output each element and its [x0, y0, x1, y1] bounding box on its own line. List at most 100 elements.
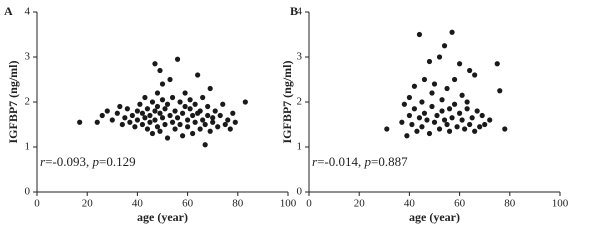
- x-tick-label: 40: [404, 198, 416, 210]
- x-axis-label: age (year): [409, 210, 460, 224]
- x-tick-label: 0: [34, 198, 40, 210]
- point: [217, 112, 223, 119]
- point: [207, 128, 213, 134]
- point: [122, 115, 128, 121]
- point: [157, 67, 163, 74]
- point: [119, 121, 125, 128]
- point: [419, 99, 425, 105]
- point: [441, 117, 448, 123]
- point: [419, 124, 425, 130]
- point: [187, 106, 193, 112]
- point: [157, 110, 163, 116]
- point: [457, 61, 463, 67]
- point: [472, 72, 478, 78]
- point: [159, 97, 166, 103]
- point: [152, 117, 158, 123]
- point: [444, 121, 450, 128]
- annotation-part: r: [312, 154, 318, 169]
- y-tick-label: 1: [25, 141, 31, 153]
- panel-label: A: [4, 4, 13, 18]
- point: [406, 112, 412, 119]
- point: [167, 112, 173, 119]
- point: [454, 124, 460, 130]
- point: [202, 121, 208, 128]
- point: [434, 112, 440, 119]
- point: [144, 126, 151, 132]
- point: [474, 108, 480, 114]
- point: [164, 135, 171, 141]
- point: [147, 112, 153, 119]
- x-tick-label: 100: [552, 198, 569, 210]
- point: [441, 43, 448, 49]
- figure: 0 1 2 3 40 20 40 60 80 100 A IGFBP7 (ng/ml) age (yea…: [4, 4, 569, 224]
- point: [401, 101, 407, 107]
- point: [114, 110, 120, 116]
- point: [149, 130, 156, 137]
- point: [439, 97, 445, 103]
- point: [210, 115, 216, 121]
- point: [182, 103, 188, 110]
- point: [414, 128, 420, 134]
- x-tick-label: 60: [454, 198, 466, 210]
- point: [459, 117, 465, 123]
- point: [197, 126, 203, 132]
- point: [172, 108, 178, 114]
- point: [416, 31, 423, 38]
- point: [195, 72, 201, 78]
- point: [200, 117, 206, 123]
- point: [439, 108, 445, 114]
- x-tick-label: 40: [132, 198, 144, 210]
- point: [129, 112, 135, 119]
- point: [109, 117, 115, 123]
- point: [182, 90, 188, 96]
- annotation-part: p: [363, 154, 371, 169]
- y-tick-label: 0: [297, 186, 303, 198]
- point: [99, 112, 105, 119]
- point: [205, 112, 211, 119]
- annotation: r=-0.014, p=0.887: [312, 154, 408, 169]
- point: [132, 124, 138, 130]
- point: [404, 133, 410, 139]
- y-tick-label: 3: [25, 51, 31, 63]
- point: [154, 90, 161, 96]
- point: [144, 106, 151, 112]
- point: [444, 85, 450, 92]
- point: [177, 121, 183, 128]
- point: [429, 103, 435, 110]
- point: [411, 83, 418, 89]
- point: [436, 54, 443, 60]
- point: [227, 126, 233, 132]
- point: [210, 119, 216, 125]
- point: [104, 108, 110, 114]
- point: [152, 61, 158, 67]
- point: [472, 128, 478, 134]
- y-tick-label: 0: [25, 186, 31, 198]
- point: [467, 67, 473, 74]
- point: [205, 103, 211, 110]
- point: [77, 119, 83, 125]
- point: [467, 121, 473, 128]
- point: [174, 56, 181, 62]
- x-tick-label: 0: [306, 198, 312, 210]
- point: [409, 121, 415, 128]
- point: [162, 121, 168, 128]
- y-axis-label: IGFBP7 (ng/ml): [280, 60, 294, 143]
- x-tick-label: 60: [182, 198, 194, 210]
- y-tick-label: 2: [25, 96, 31, 108]
- point: [142, 94, 148, 101]
- point: [416, 115, 423, 121]
- point: [212, 108, 218, 114]
- point: [230, 110, 236, 116]
- point: [139, 110, 146, 116]
- point: [162, 106, 168, 112]
- point: [464, 99, 470, 105]
- x-tick-label: 80: [232, 198, 244, 210]
- point: [169, 94, 176, 101]
- point: [421, 110, 428, 116]
- point: [457, 110, 463, 116]
- point: [411, 106, 418, 112]
- x-tick-label: 20: [354, 198, 366, 210]
- point: [167, 76, 173, 83]
- y-axis-label: IGFBP7 (ng/ml): [6, 60, 20, 143]
- point: [197, 108, 203, 114]
